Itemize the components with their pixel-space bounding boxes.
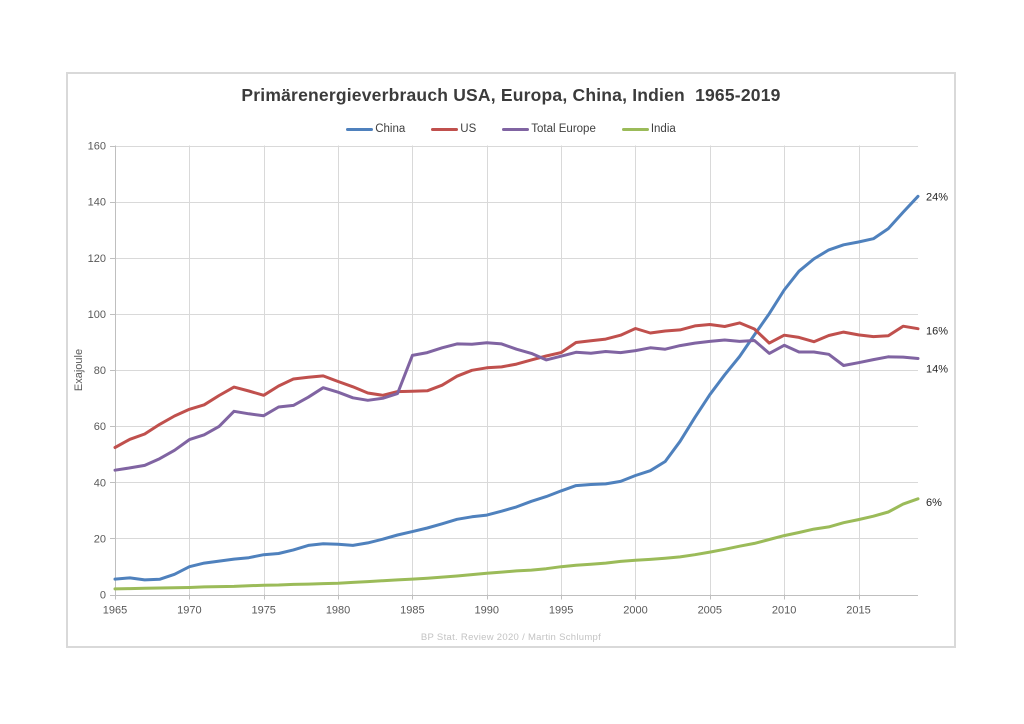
x-tick-label-1990: 1990 bbox=[475, 605, 499, 617]
chart-plot-area: 0 20 40 60 80 100 120 140 160 1965 1970 1975 1980 198… bbox=[73, 141, 948, 617]
x-tick-label-1965: 1965 bbox=[103, 605, 127, 617]
x-tick-label-1995: 1995 bbox=[549, 605, 573, 617]
legend-label-total-europe: Total Europe bbox=[531, 123, 596, 135]
legend-swatch-india bbox=[621, 127, 649, 131]
y-tick-label-120: 120 bbox=[88, 253, 106, 265]
y-tick-label-80: 80 bbox=[94, 365, 106, 377]
series-line-china bbox=[113, 194, 920, 582]
x-tick-label-2000: 2000 bbox=[623, 605, 647, 617]
series-line-us bbox=[113, 321, 920, 449]
y-tick-label-160: 160 bbox=[88, 141, 106, 153]
legend-label-us: US bbox=[460, 123, 477, 135]
series-line-total-europe bbox=[113, 338, 920, 472]
x-tick-label-2010: 2010 bbox=[772, 605, 796, 617]
chart-figure: Primärenergieverbrauch USA, Europa, Chin… bbox=[66, 72, 956, 648]
y-tick-label-40: 40 bbox=[94, 477, 106, 489]
series-line-india bbox=[113, 497, 920, 591]
y-axis-title: Exajoule bbox=[73, 349, 85, 391]
legend-swatch-china bbox=[346, 127, 374, 131]
x-tick-label-1970: 1970 bbox=[177, 605, 201, 617]
chart-title: Primärenergieverbrauch USA, Europa, Chin… bbox=[241, 85, 781, 105]
end-label-china: 24% bbox=[926, 191, 948, 203]
source-note: BP Stat. Review 2020 / Martin Schlumpf bbox=[420, 632, 602, 643]
legend-item-us: US bbox=[431, 123, 476, 135]
x-tick-label-2015: 2015 bbox=[846, 605, 870, 617]
legend-item-india: India bbox=[621, 123, 676, 135]
legend-swatch-total-europe bbox=[502, 127, 530, 131]
legend-item-china: China bbox=[346, 123, 405, 135]
x-tick-label-1985: 1985 bbox=[400, 605, 424, 617]
x-tick-label-2005: 2005 bbox=[698, 605, 722, 617]
end-label-us: 16% bbox=[926, 326, 948, 338]
legend-label-china: China bbox=[375, 123, 406, 135]
legend-swatch-us bbox=[431, 127, 459, 131]
end-label-total-europe: 14% bbox=[926, 363, 948, 375]
y-tick-label-60: 60 bbox=[94, 421, 106, 433]
y-tick-label-0: 0 bbox=[100, 590, 106, 602]
y-tick-label-100: 100 bbox=[88, 309, 106, 321]
legend-item-total-europe: Total Europe bbox=[502, 123, 596, 135]
x-tick-label-1975: 1975 bbox=[251, 605, 275, 617]
end-label-india: 6% bbox=[926, 497, 942, 509]
chart-legend: China US Total Europe India bbox=[68, 123, 954, 135]
x-tick-label-1980: 1980 bbox=[326, 605, 350, 617]
y-tick-label-140: 140 bbox=[88, 197, 106, 209]
legend-label-india: India bbox=[650, 123, 676, 135]
y-tick-label-20: 20 bbox=[94, 533, 106, 545]
